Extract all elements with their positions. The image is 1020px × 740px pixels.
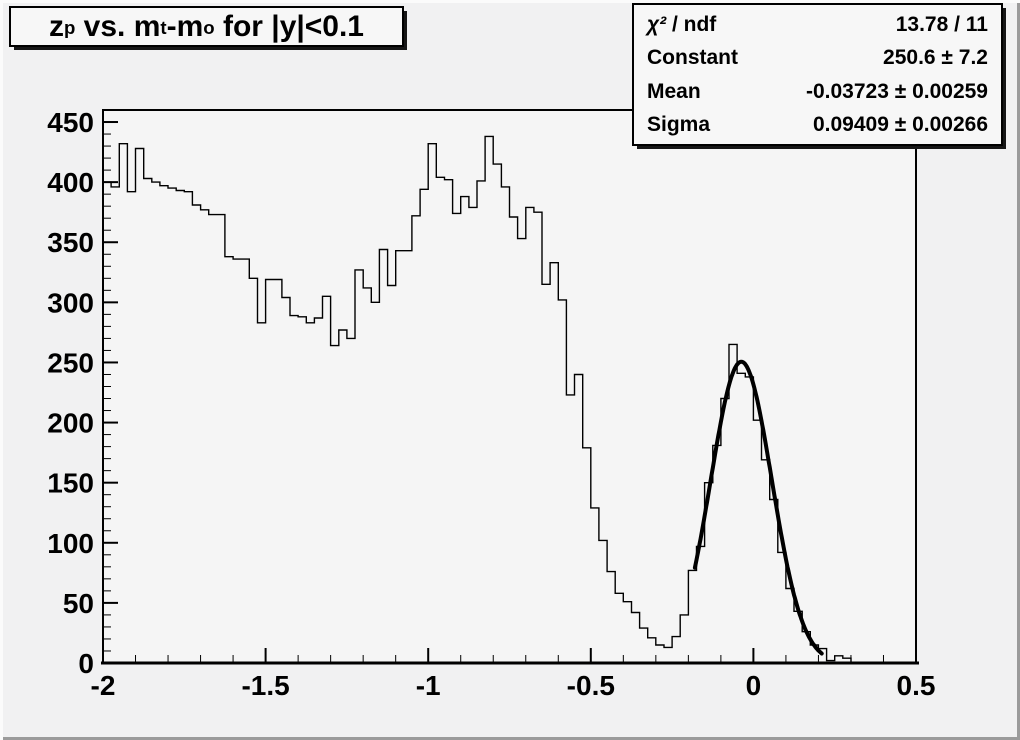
histogram-step-line bbox=[102, 135, 916, 664]
y-axis-tick-label: 200 bbox=[47, 408, 94, 439]
stats-value: -0.03723 ± 0.00259 bbox=[805, 79, 988, 103]
stats-label-text: Mean bbox=[647, 79, 701, 103]
y-axis-tick-label: 150 bbox=[47, 468, 94, 499]
stats-label: χ² / ndf bbox=[647, 14, 716, 35]
stats-value: 250.6 ± 7.2 bbox=[883, 46, 988, 70]
stats-label: Mean bbox=[647, 81, 701, 102]
chi-squared-symbol: χ² bbox=[647, 13, 667, 37]
stats-row-sigma: Sigma 0.09409 ± 0.00266 bbox=[634, 114, 1001, 135]
stats-value: 0.09409 ± 0.00266 bbox=[812, 112, 988, 136]
title-subscript: o bbox=[203, 17, 215, 38]
y-axis-tick-label: 300 bbox=[47, 287, 94, 318]
title-subscript: t bbox=[160, 17, 167, 38]
x-axis-tick-label: -1.5 bbox=[241, 670, 289, 701]
x-axis-tick-label: -0.5 bbox=[567, 670, 615, 701]
title-text-part: z bbox=[48, 9, 64, 43]
stats-label-text: Sigma bbox=[647, 112, 711, 136]
x-axis-tick-label: -2 bbox=[91, 670, 116, 701]
title-text-part: -m bbox=[166, 9, 204, 43]
stats-row-mean: Mean -0.03723 ± 0.00259 bbox=[634, 81, 1001, 102]
y-axis-tick-label: 100 bbox=[47, 528, 94, 559]
x-axis-tick-label: 0 bbox=[746, 670, 762, 701]
x-axis-tick-label: -1 bbox=[416, 670, 441, 701]
title-text-part: for |y|<0.1 bbox=[214, 9, 364, 43]
y-axis-tick-label: 450 bbox=[47, 107, 94, 138]
y-axis-tick-label: 0 bbox=[78, 648, 94, 679]
title-text-part: vs. m bbox=[75, 9, 161, 43]
stats-label: Constant bbox=[647, 47, 738, 68]
gaussian-fit-curve bbox=[692, 359, 824, 656]
y-axis-tick-label: 400 bbox=[47, 167, 94, 198]
x-axis-tick-label: 0.5 bbox=[897, 670, 936, 701]
fit-stats-box: χ² / ndf 13.78 / 11 Constant 250.6 ± 7.2… bbox=[632, 3, 1003, 146]
stats-label-text: Constant bbox=[647, 46, 738, 70]
stats-row-chi2: χ² / ndf 13.78 / 11 bbox=[634, 14, 1001, 35]
y-axis-tick-label: 50 bbox=[63, 588, 94, 619]
stats-value: 13.78 / 11 bbox=[895, 13, 988, 37]
y-axis-tick-label: 250 bbox=[47, 347, 94, 378]
stats-label: Sigma bbox=[647, 114, 710, 135]
stats-row-constant: Constant 250.6 ± 7.2 bbox=[634, 47, 1001, 68]
y-axis-tick-label: 350 bbox=[47, 227, 94, 258]
stats-label-text: / ndf bbox=[666, 13, 717, 37]
title-subscript: p bbox=[63, 17, 76, 38]
